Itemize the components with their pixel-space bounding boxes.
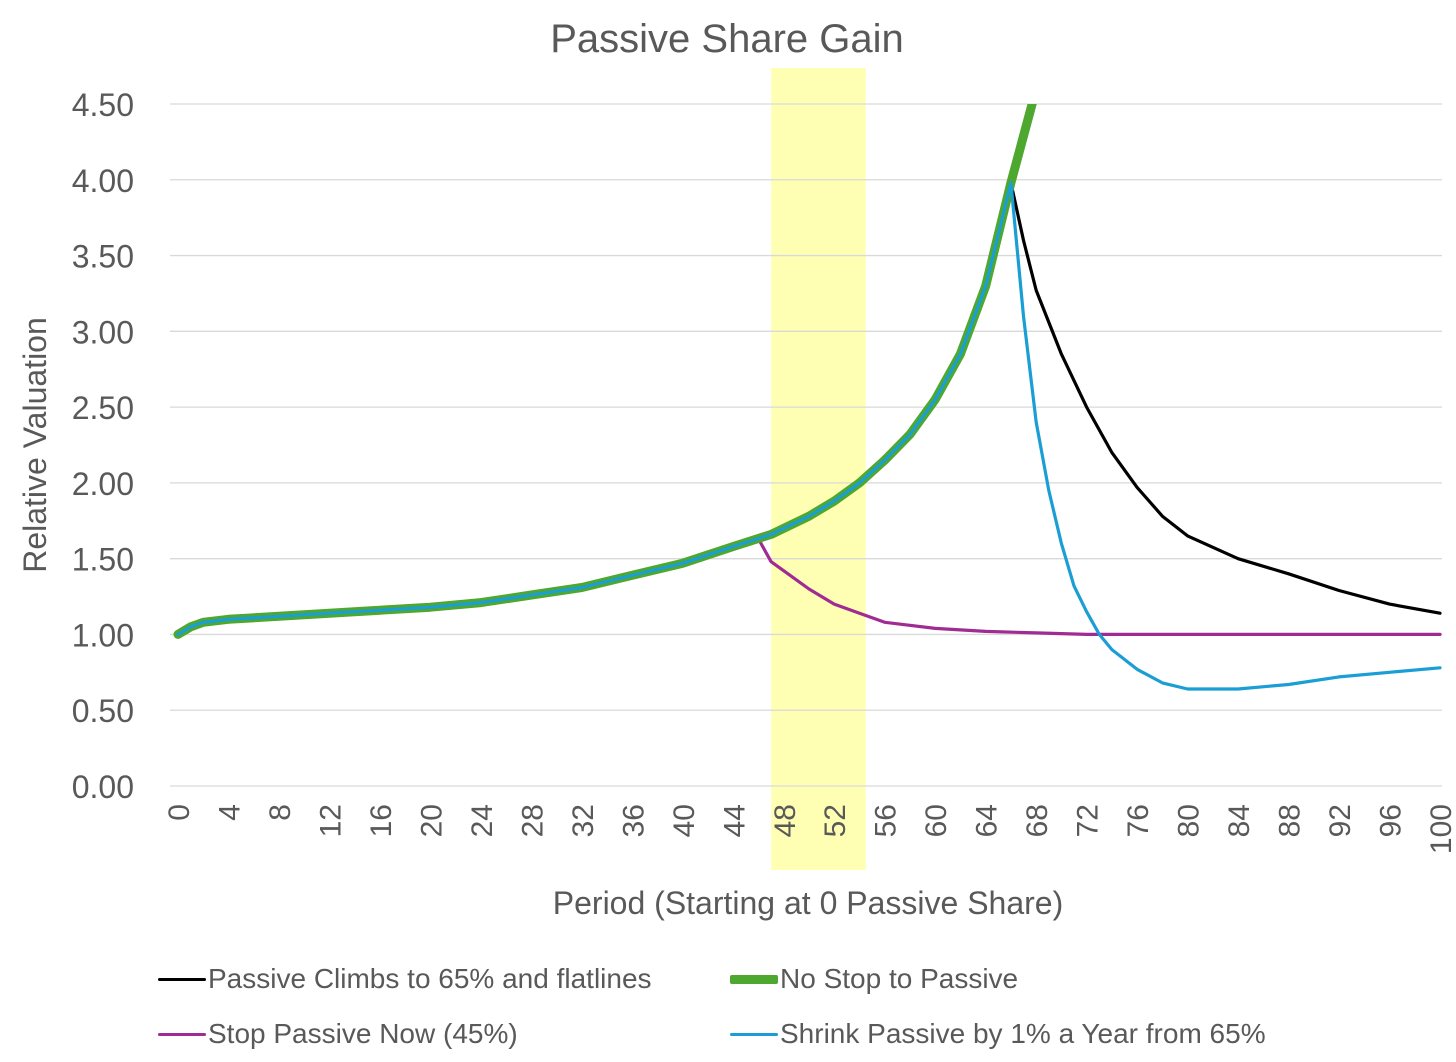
legend-label: Shrink Passive by 1% a Year from 65% [780,1018,1266,1049]
x-tick-label: 100 [1425,804,1456,854]
legend-item: Stop Passive Now (45%) [158,1018,518,1050]
legend-label: No Stop to Passive [780,963,1019,994]
x-tick-label: 8 [264,804,297,821]
series-line [1009,181,1442,615]
series-line [176,181,1442,691]
x-tick-label: 88 [1274,804,1307,837]
x-tick-label: 52 [819,804,852,837]
legend-swatch [730,1032,778,1036]
x-tick-label: 12 [314,804,347,837]
x-tick-label: 80 [1173,804,1206,837]
chart-canvas: Passive Share Gain 0.00 0.50 1.00 1.50 2.00 2… [17,17,1456,921]
x-tick-label: 84 [1223,804,1256,837]
x-tick-label: 48 [769,804,802,837]
x-tick-label: 16 [365,804,398,837]
x-tick-label: 36 [617,804,650,837]
x-tick-label: 72 [1072,804,1105,837]
y-tick-label: 3.00 [72,314,134,350]
x-tick-label: 76 [1122,804,1155,837]
legend-item: Passive Climbs to 65% and flatlines [158,963,652,995]
x-tick-label: 68 [1021,804,1054,837]
x-tick-label: 56 [870,804,903,837]
series-line [173,104,1037,639]
y-tick-label: 2.50 [72,390,134,426]
legend-swatch [158,977,206,981]
legend-item: No Stop to Passive [730,963,1018,995]
y-tick-label: 1.50 [72,542,134,578]
chart-title: Passive Share Gain [550,17,904,61]
legend-label: Passive Climbs to 65% and flatlines [208,963,652,994]
series-line [756,537,1442,636]
x-axis-label: Period (Starting at 0 Passive Share) [553,885,1063,921]
y-tick-label: 3.50 [72,239,134,275]
y-tick-label: 0.00 [72,769,134,805]
x-tick-label: 24 [466,804,499,837]
legend: Passive Climbs to 65% and flatlines No S… [158,955,1448,1055]
legend-swatch [158,1032,206,1036]
x-tick-label: 96 [1375,804,1408,837]
x-tick-label: 0 [163,804,196,821]
y-axis-label: Relative Valuation [17,317,53,573]
legend-label: Stop Passive Now (45%) [208,1018,518,1049]
legend-swatch [730,974,778,984]
x-tick-label: 20 [415,804,448,837]
x-tick-label: 28 [516,804,549,837]
y-tick-label: 2.00 [72,466,134,502]
y-tick-label: 0.50 [72,693,134,729]
x-tick-label: 32 [567,804,600,837]
y-tick-label: 1.00 [72,617,134,653]
y-tick-label: 4.50 [72,87,134,123]
x-tick-label: 92 [1324,804,1357,837]
x-tick-label: 4 [213,804,246,821]
legend-item: Shrink Passive by 1% a Year from 65% [730,1018,1266,1050]
x-tick-label: 44 [718,804,751,837]
x-tick-label: 60 [920,804,953,837]
highlight-band [771,68,866,870]
x-tick-label: 40 [668,804,701,837]
y-tick-label: 4.00 [72,163,134,199]
x-tick-label: 64 [971,804,1004,837]
